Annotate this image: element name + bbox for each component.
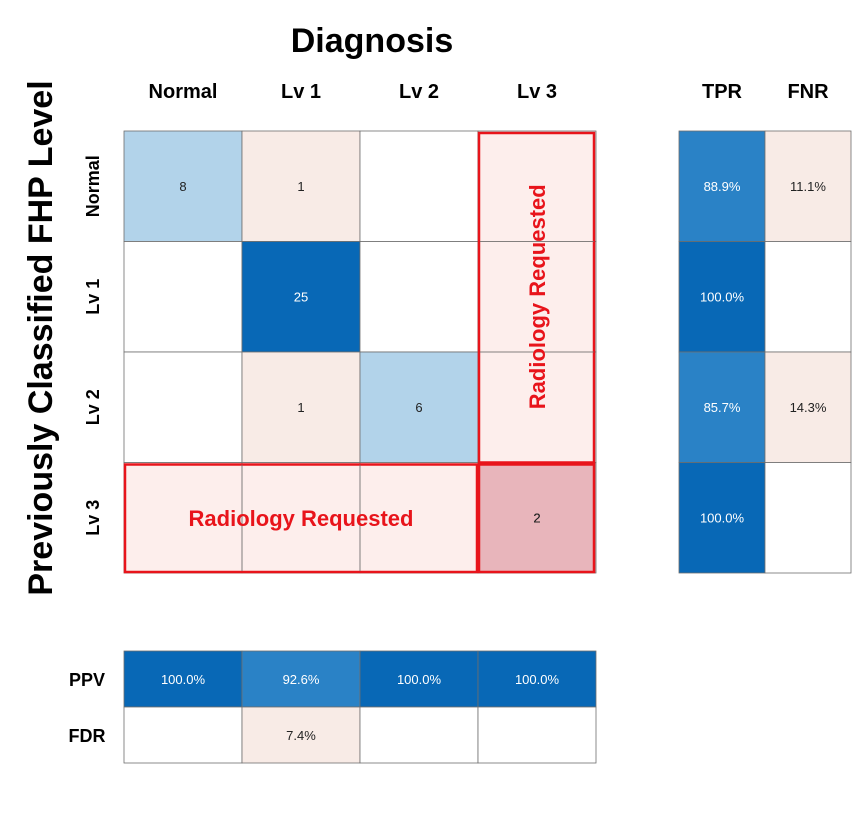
side-summary-value: 14.3% — [790, 400, 827, 415]
matrix-cell — [123, 351, 243, 463]
bottom-summary-value: 92.6% — [283, 672, 320, 687]
side-summary-cell — [764, 351, 852, 463]
side-summary-value: 100.0% — [700, 290, 745, 305]
side-summary-cell — [678, 130, 766, 242]
side-summary-table: 88.9% 11.1% 100.0% 85.7% 14.3% 100.0% — [678, 130, 852, 574]
bottom-summary-cell — [123, 706, 243, 764]
matrix-cell — [241, 241, 361, 353]
side-summary-value: 11.1% — [790, 179, 826, 194]
row-headers: Normal Lv 1 Lv 2 Lv 3 — [83, 155, 103, 536]
side-summary-cell — [764, 241, 852, 353]
row-header: Normal — [83, 155, 103, 217]
matrix-cell-value: 2 — [533, 511, 540, 526]
column-header: Normal — [149, 81, 218, 103]
side-summary-cell — [678, 351, 766, 463]
matrix-cell-value: 1 — [297, 400, 304, 415]
bottom-summary-value: 100.0% — [161, 672, 206, 687]
side-summary-cell — [678, 462, 766, 574]
side-summary-value: 100.0% — [700, 511, 745, 526]
bottom-summary-value: 100.0% — [515, 672, 560, 687]
row-header: Lv 3 — [83, 500, 103, 536]
side-summary-cell — [678, 241, 766, 353]
column-header: Lv 3 — [517, 81, 557, 103]
bottom-summary-table: 100.0% 92.6% 100.0% 100.0% 7.4% — [123, 650, 597, 764]
radiology-overlays: 2 Radiology Requested Radiology Requested — [123, 131, 596, 574]
matrix-cell — [477, 462, 597, 574]
bottom-summary-value: 100.0% — [397, 672, 442, 687]
side-summary-value: 88.9% — [704, 179, 741, 194]
side-summary-headers: TPR FNR — [702, 81, 829, 103]
matrix-cell — [123, 130, 243, 242]
matrix-cell-value: 8 — [179, 179, 186, 194]
bottom-summary-cell — [241, 650, 361, 708]
side-summary-cell — [764, 130, 852, 242]
radiology-corner-box — [477, 463, 596, 574]
bottom-summary-cell — [477, 650, 597, 708]
matrix-cell — [123, 241, 243, 353]
bottom-summary-labels: PPV FDR — [69, 670, 106, 746]
bottom-summary-value: 7.4% — [286, 728, 316, 743]
column-header: Lv 2 — [399, 81, 439, 103]
column-headers: Normal Lv 1 Lv 2 Lv 3 — [149, 81, 557, 103]
matrix-cell-value: 1 — [297, 179, 304, 194]
row-header: Lv 2 — [83, 389, 103, 425]
matrix-cell — [359, 130, 479, 242]
y-axis-label: Previously Classified FHP Level — [22, 80, 60, 595]
column-header: Lv 1 — [281, 81, 321, 103]
matrix-cell — [359, 241, 479, 353]
bottom-summary-label: FDR — [69, 726, 106, 746]
side-summary-value: 85.7% — [704, 400, 741, 415]
bottom-summary-cell — [359, 706, 479, 764]
side-summary-header: TPR — [702, 81, 743, 103]
matrix-cell — [359, 351, 479, 463]
matrix-cell-value: 2 — [533, 511, 540, 526]
chart-title: Diagnosis — [291, 22, 453, 60]
matrix-cell-value: 25 — [294, 290, 308, 305]
radiology-row-label: Radiology Requested — [189, 506, 414, 531]
side-summary-cell — [764, 462, 852, 574]
bottom-summary-label: PPV — [69, 670, 105, 690]
radiology-column-label: Radiology Requested — [525, 184, 550, 409]
row-header: Lv 1 — [83, 279, 103, 315]
matrix-cell-value: 6 — [415, 400, 422, 415]
radiology-row-box — [123, 463, 479, 574]
bottom-summary-cell — [359, 650, 479, 708]
bottom-summary-cell — [477, 706, 597, 764]
matrix-cell — [241, 130, 361, 242]
side-summary-header: FNR — [787, 81, 829, 103]
radiology-column-box — [477, 131, 596, 464]
